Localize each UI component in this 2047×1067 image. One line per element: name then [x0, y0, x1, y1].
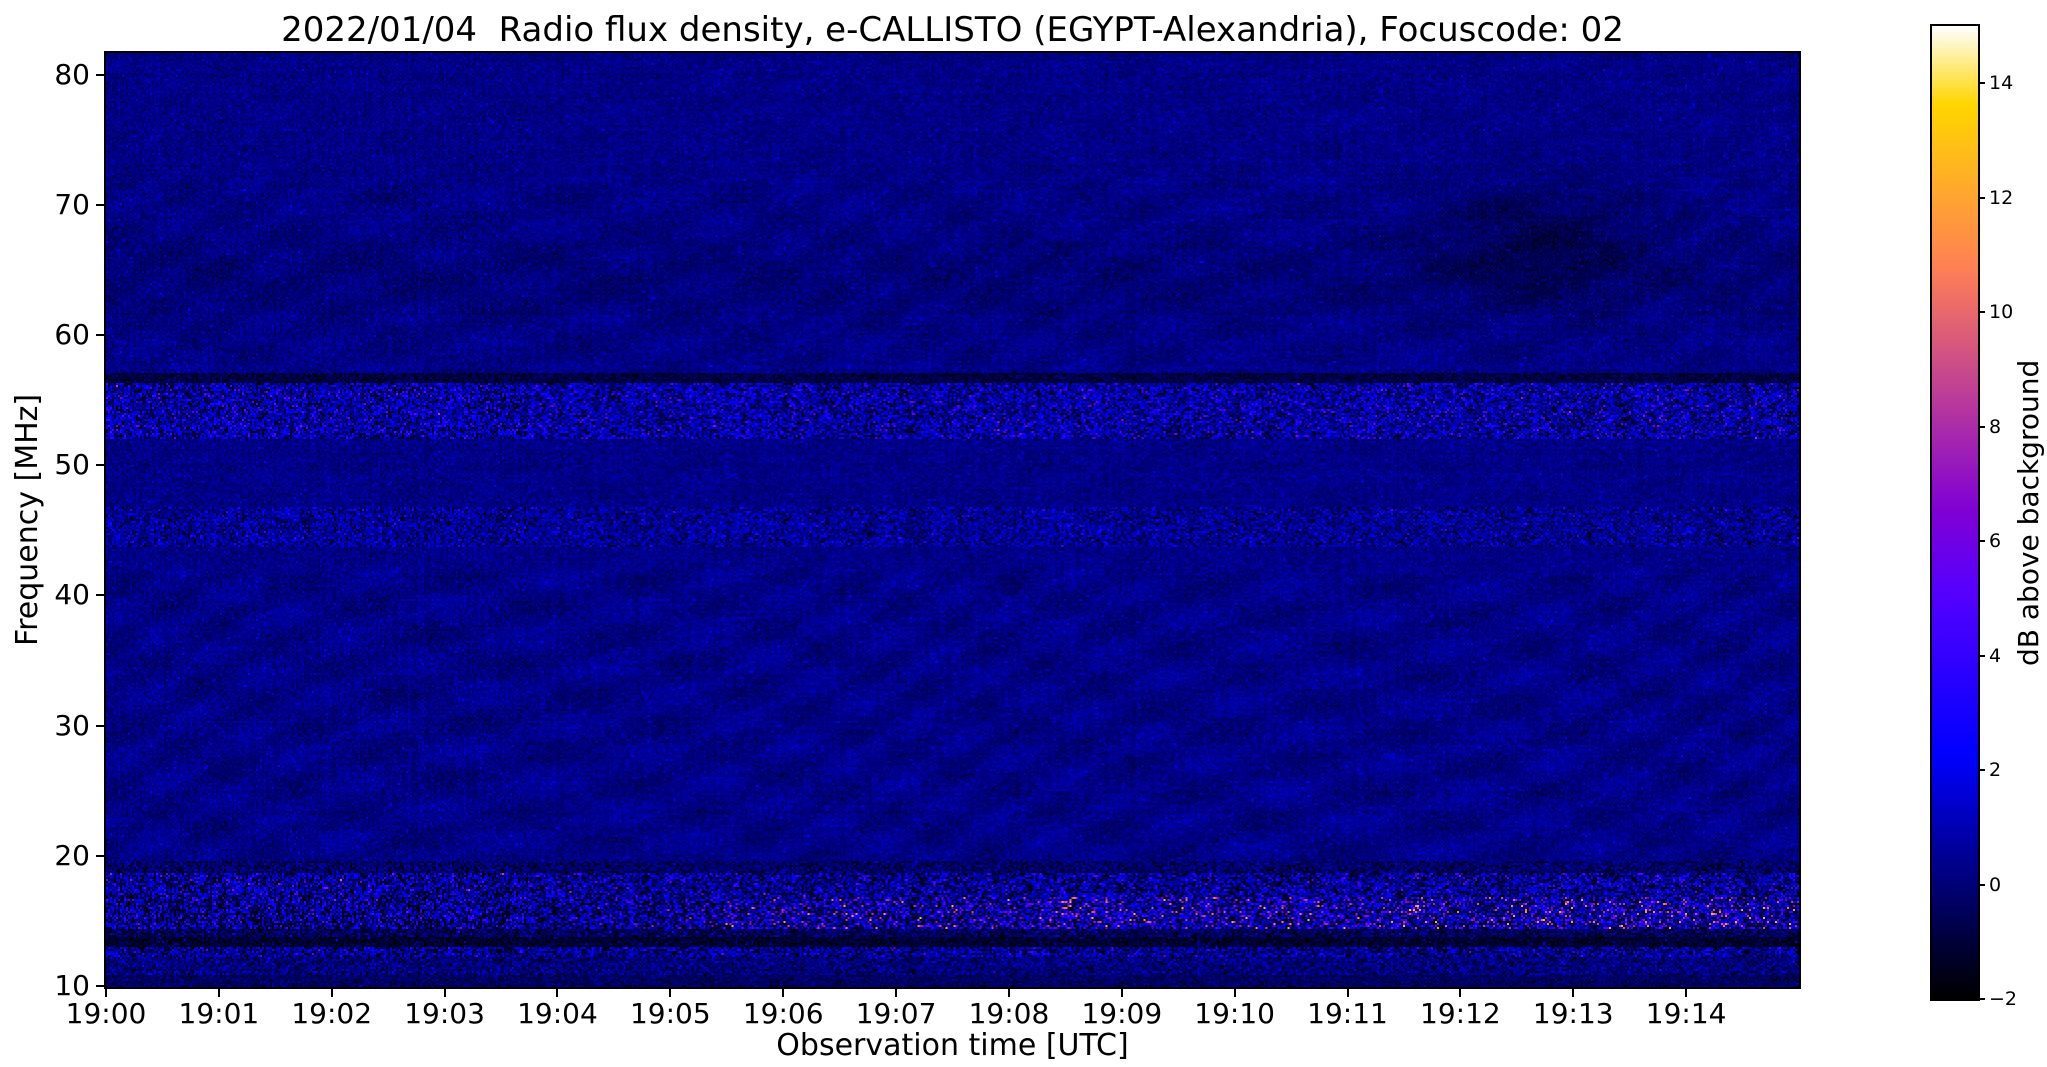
x-tick-mark — [217, 989, 220, 997]
x-tick-mark — [1120, 989, 1123, 997]
y-tick-mark — [96, 984, 104, 987]
colorbar-tick-label: 2 — [1989, 759, 2002, 782]
x-tick-mark — [895, 989, 898, 997]
y-tick-label: 40 — [54, 578, 90, 612]
y-tick-mark — [96, 854, 104, 857]
colorbar-tick-mark — [1978, 654, 1985, 657]
x-tick-mark — [1007, 989, 1010, 997]
x-tick-label: 19:14 — [1645, 997, 1727, 1030]
x-tick-mark — [1572, 989, 1575, 997]
y-tick-mark — [96, 74, 104, 77]
colorbar-tick-label: 4 — [1989, 644, 2002, 667]
y-tick-mark — [96, 594, 104, 597]
x-tick-label: 19:04 — [517, 997, 598, 1030]
x-tick-label: 19:11 — [1307, 997, 1388, 1030]
y-tick-label: 20 — [54, 838, 90, 872]
y-tick-mark — [96, 334, 104, 337]
colorbar-label: dB above background — [2012, 359, 2045, 666]
x-tick-label: 19:07 — [855, 997, 937, 1030]
x-tick-label: 19:13 — [1532, 997, 1614, 1030]
x-tick-mark — [105, 989, 107, 997]
x-tick-label: 19:00 — [65, 997, 147, 1030]
spectrogram-plot-area — [104, 51, 1801, 989]
x-tick-mark — [782, 989, 785, 997]
y-tick-mark — [96, 464, 104, 467]
colorbar-tick-label: −2 — [1989, 988, 2018, 1010]
y-tick-label: 70 — [54, 188, 90, 222]
chart-title: 2022/01/04 Radio flux density, e-CALLIST… — [281, 10, 1624, 50]
spectrogram-heatmap-canvas — [106, 53, 1799, 987]
colorbar-tick-mark — [1978, 196, 1985, 199]
y-tick-mark — [96, 204, 104, 207]
y-tick-label: 60 — [54, 318, 90, 352]
colorbar-tick-mark — [1978, 311, 1985, 314]
colorbar-tick-mark — [1978, 769, 1985, 772]
x-tick-label: 19:10 — [1194, 997, 1275, 1030]
colorbar-tick-mark — [1978, 82, 1985, 85]
y-tick-label: 50 — [54, 448, 90, 482]
colorbar-tick-label: 10 — [1989, 301, 2014, 324]
y-tick-label: 10 — [54, 968, 90, 1002]
colorbar-gradient-canvas — [1932, 26, 1978, 999]
x-tick-label: 19:05 — [629, 997, 711, 1030]
x-tick-mark — [1346, 989, 1349, 997]
x-tick-label: 19:12 — [1420, 997, 1501, 1030]
x-axis-label: Observation time [UTC] — [776, 1028, 1129, 1063]
x-tick-mark — [330, 989, 333, 997]
x-tick-mark — [669, 989, 672, 997]
x-tick-label: 19:01 — [178, 997, 260, 1030]
x-tick-label: 19:06 — [742, 997, 824, 1030]
colorbar-tick-label: 12 — [1989, 186, 2014, 209]
colorbar-tick-label: 0 — [1989, 873, 2002, 896]
x-tick-mark — [1685, 989, 1688, 997]
colorbar-tick-label: 14 — [1989, 72, 2014, 95]
x-tick-label: 19:02 — [291, 997, 373, 1030]
x-tick-mark — [1459, 989, 1462, 997]
x-tick-mark — [1233, 989, 1236, 997]
x-tick-label: 19:03 — [404, 997, 485, 1030]
colorbar-tick-mark — [1978, 998, 1985, 1000]
x-tick-mark — [443, 989, 446, 997]
colorbar-tick-mark — [1978, 425, 1985, 428]
x-tick-label: 19:08 — [968, 997, 1050, 1030]
colorbar-tick-label: 6 — [1989, 530, 2002, 553]
y-tick-label: 80 — [54, 58, 90, 92]
x-tick-label: 19:09 — [1081, 997, 1163, 1030]
y-tick-mark — [96, 724, 104, 727]
y-tick-label: 30 — [54, 708, 90, 742]
x-tick-mark — [556, 989, 559, 997]
colorbar-tick-mark — [1978, 540, 1985, 543]
colorbar-tick-mark — [1978, 883, 1985, 886]
colorbar — [1930, 24, 1980, 1001]
colorbar-tick-label: 8 — [1989, 415, 2002, 438]
